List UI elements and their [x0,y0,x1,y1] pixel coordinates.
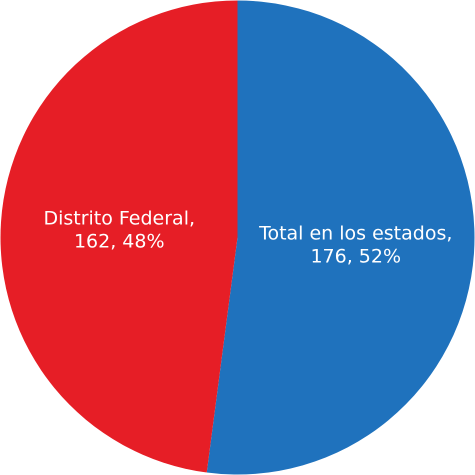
slice-label: Total en los estados, [258,223,452,245]
slice-value-label: 176, 52% [310,246,401,268]
pie-slice [206,0,475,475]
pie-slice [0,0,238,473]
slice-value-label: 162, 48% [74,230,165,252]
slice-label: Distrito Federal, [43,207,195,229]
